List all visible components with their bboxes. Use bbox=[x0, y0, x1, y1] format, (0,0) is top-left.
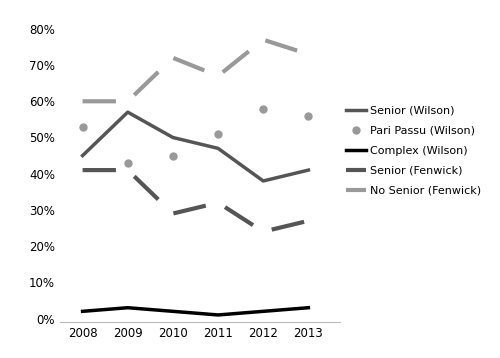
Pari Passu (Wilson) bbox=[170, 154, 176, 158]
Senior (Fenwick) bbox=[124, 168, 130, 172]
Pari Passu (Wilson) bbox=[80, 125, 86, 129]
Pari Passu (Wilson) bbox=[215, 132, 221, 136]
Senior (Wilson) bbox=[306, 168, 312, 172]
Line: No Senior (Fenwick): No Senior (Fenwick) bbox=[82, 40, 308, 101]
No Senior (Fenwick) bbox=[124, 99, 130, 103]
No Senior (Fenwick) bbox=[170, 56, 176, 60]
Pari Passu (Wilson) bbox=[260, 106, 266, 111]
No Senior (Fenwick) bbox=[260, 38, 266, 42]
Line: Senior (Wilson): Senior (Wilson) bbox=[82, 112, 308, 181]
Line: Senior (Fenwick): Senior (Fenwick) bbox=[82, 170, 308, 232]
Senior (Fenwick) bbox=[170, 212, 176, 216]
Senior (Fenwick) bbox=[260, 229, 266, 234]
Senior (Fenwick) bbox=[306, 219, 312, 223]
Line: Pari Passu (Wilson): Pari Passu (Wilson) bbox=[79, 105, 312, 166]
No Senior (Fenwick) bbox=[306, 52, 312, 56]
Senior (Wilson) bbox=[80, 154, 86, 158]
Complex (Wilson) bbox=[306, 306, 312, 310]
Senior (Wilson) bbox=[260, 179, 266, 183]
Complex (Wilson) bbox=[260, 309, 266, 314]
Pari Passu (Wilson) bbox=[306, 113, 312, 118]
No Senior (Fenwick) bbox=[80, 99, 86, 103]
Senior (Fenwick) bbox=[215, 200, 221, 205]
Complex (Wilson) bbox=[215, 313, 221, 317]
Complex (Wilson) bbox=[80, 309, 86, 314]
Legend: Senior (Wilson), Pari Passu (Wilson), Complex (Wilson), Senior (Fenwick), No Sen: Senior (Wilson), Pari Passu (Wilson), Co… bbox=[346, 106, 481, 196]
Complex (Wilson) bbox=[170, 309, 176, 314]
Line: Complex (Wilson): Complex (Wilson) bbox=[82, 308, 308, 315]
Senior (Wilson) bbox=[170, 135, 176, 140]
Senior (Wilson) bbox=[124, 110, 130, 114]
Senior (Wilson) bbox=[215, 146, 221, 150]
Pari Passu (Wilson) bbox=[124, 161, 130, 165]
Senior (Fenwick) bbox=[80, 168, 86, 172]
Complex (Wilson) bbox=[124, 306, 130, 310]
No Senior (Fenwick) bbox=[215, 74, 221, 78]
